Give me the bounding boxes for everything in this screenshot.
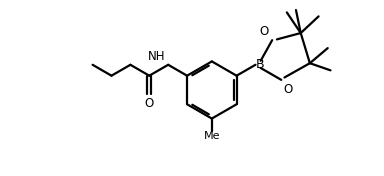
Text: O: O (145, 97, 154, 110)
Text: Me: Me (204, 131, 220, 141)
Text: O: O (284, 83, 293, 96)
Text: NH: NH (148, 50, 166, 63)
Text: B: B (256, 58, 265, 71)
Text: O: O (260, 25, 269, 38)
